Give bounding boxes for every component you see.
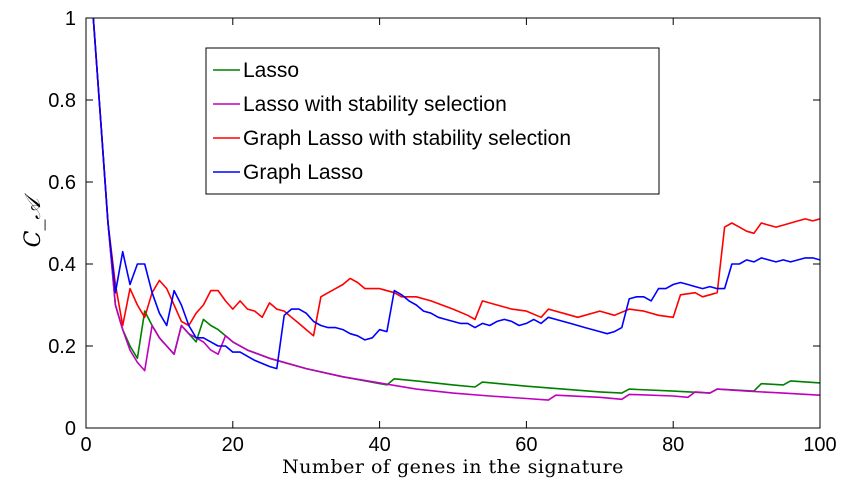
y-tick-label: 0 bbox=[65, 418, 76, 440]
legend: Lasso Lasso with stability selection Graph… bbox=[205, 47, 660, 195]
x-tick-label: 40 bbox=[368, 434, 390, 456]
y-tick-label: 0.4 bbox=[48, 254, 76, 276]
y-tick-label: 1 bbox=[65, 8, 76, 30]
x-tick-label: 100 bbox=[803, 434, 836, 456]
legend-entry: Lasso with stability selection bbox=[243, 93, 507, 116]
legend-entry: Lasso bbox=[243, 59, 299, 82]
legend-box bbox=[205, 47, 660, 195]
y-tick-label: 0.8 bbox=[48, 90, 76, 112]
x-tick-label: 0 bbox=[80, 434, 91, 456]
series-line-graph-lasso bbox=[92, 18, 820, 370]
ticks-layer: 0 20 40 60 80 100 0 0.2 0.4 0.6 0.8 1 bbox=[48, 8, 837, 456]
legend-entry: Graph Lasso bbox=[243, 161, 363, 184]
legend-entry: Graph Lasso with stability selection bbox=[243, 127, 571, 150]
plot-frame bbox=[85, 17, 821, 429]
x-axis-label: Number of genes in the signature bbox=[282, 456, 624, 478]
y-axis-label: C_𝒜 bbox=[21, 192, 46, 247]
x-tick-label: 60 bbox=[515, 434, 537, 456]
x-tick-label: 20 bbox=[222, 434, 244, 456]
y-tick-label: 0.2 bbox=[48, 336, 76, 358]
y-tick-label: 0.6 bbox=[48, 172, 76, 194]
x-tick-label: 80 bbox=[662, 434, 684, 456]
series-line-lasso-with-stability-selection bbox=[92, 18, 820, 401]
series-layer bbox=[92, 18, 820, 401]
